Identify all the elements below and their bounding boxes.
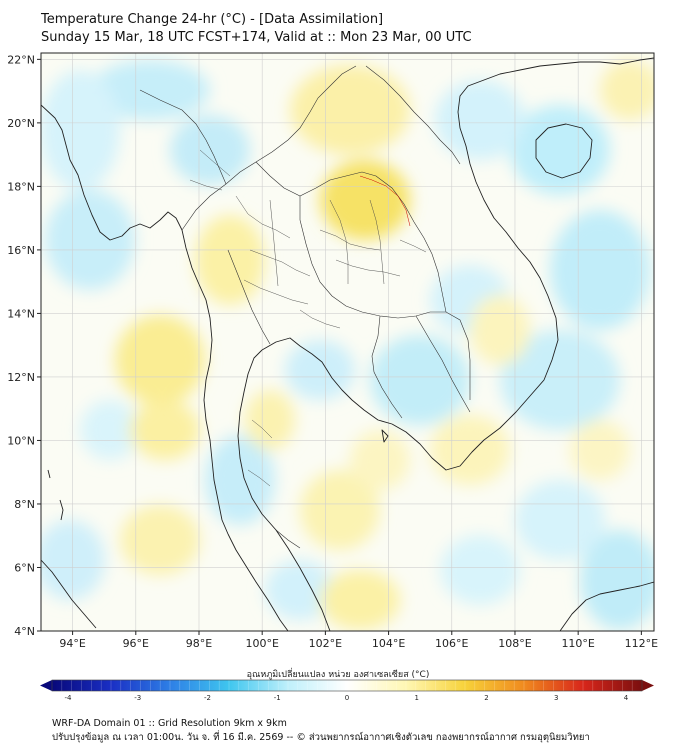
lat-tick-label: 14°N bbox=[7, 307, 35, 320]
colorbar-tick-label: -2 bbox=[204, 694, 211, 702]
lat-tick-label: 6°N bbox=[14, 561, 35, 574]
colorbar-tick-label: 4 bbox=[624, 694, 629, 702]
footer-model-info: WRF-DA Domain 01 :: Grid Resolution 9km … bbox=[52, 718, 287, 729]
colorbar-tick-label: 1 bbox=[415, 694, 419, 702]
footer-update-info: ปรับปรุงข้อมูล ณ เวลา 01:00น. วัน จ. ที่… bbox=[52, 732, 590, 743]
country-borders bbox=[139, 65, 471, 549]
colorbar-title: อุณหภูมิเปลี่ยนแปลง หน่วย องศาเซลเซียส (… bbox=[246, 670, 430, 680]
lat-tick-label: 18°N bbox=[7, 180, 35, 193]
lon-tick-label: 100°E bbox=[245, 637, 278, 650]
lat-tick-label: 8°N bbox=[14, 498, 35, 511]
lat-tick-label: 16°N bbox=[7, 244, 35, 257]
lat-tick-label: 22°N bbox=[7, 53, 35, 66]
colorbar-min-extend-arrow bbox=[40, 680, 52, 691]
colorbar-gradient bbox=[52, 680, 642, 691]
lon-tick-label: 106°E bbox=[435, 637, 468, 650]
lon-tick-label: 102°E bbox=[309, 637, 342, 650]
lat-tick-label: 12°N bbox=[7, 371, 35, 384]
province-borders bbox=[189, 149, 427, 487]
map-frame bbox=[40, 52, 655, 632]
lon-tick-label: 110°E bbox=[561, 637, 594, 650]
lat-tick-label: 10°N bbox=[7, 434, 35, 447]
highlighted-region bbox=[359, 175, 411, 227]
lon-tick-label: 104°E bbox=[372, 637, 405, 650]
lon-tick-label: 108°E bbox=[498, 637, 531, 650]
longitude-axis: 94°E 96°E 98°E 100°E 102°E 104°E 106°E 108°E 110… bbox=[59, 631, 658, 650]
colorbar-tick-label: 0 bbox=[345, 694, 349, 702]
lon-tick-label: 112°E bbox=[625, 637, 658, 650]
lon-tick-label: 96°E bbox=[123, 637, 149, 650]
lat-tick-label: 20°N bbox=[7, 117, 35, 130]
lat-tick-label: 4°N bbox=[14, 625, 35, 638]
colorbar-tick-label: 2 bbox=[484, 694, 488, 702]
map-panel bbox=[41, 53, 654, 631]
colorbar-tick-label: -4 bbox=[65, 694, 73, 702]
colorbar: -4 -3 -2 -1 0 1 2 3 4 bbox=[40, 679, 654, 702]
lon-tick-label: 98°E bbox=[186, 637, 212, 650]
colorbar-tick-label: 3 bbox=[554, 694, 558, 702]
graticule bbox=[41, 53, 654, 631]
lon-tick-label: 94°E bbox=[59, 637, 85, 650]
map-title: Temperature Change 24-hr (°C) - [Data As… bbox=[41, 12, 384, 27]
colorbar-frame bbox=[51, 679, 643, 692]
map-subtitle: Sunday 15 Mar, 18 UTC FCST+174, Valid at… bbox=[41, 30, 472, 45]
colorbar-tick-label: -1 bbox=[274, 694, 281, 702]
colorbar-max-extend-arrow bbox=[642, 680, 654, 691]
latitude-axis: 22°N 20°N 18°N 16°N 14°N 12°N 10°N 8°N 6°N 4°N bbox=[7, 53, 41, 638]
colorbar-tick-label: -3 bbox=[134, 694, 141, 702]
